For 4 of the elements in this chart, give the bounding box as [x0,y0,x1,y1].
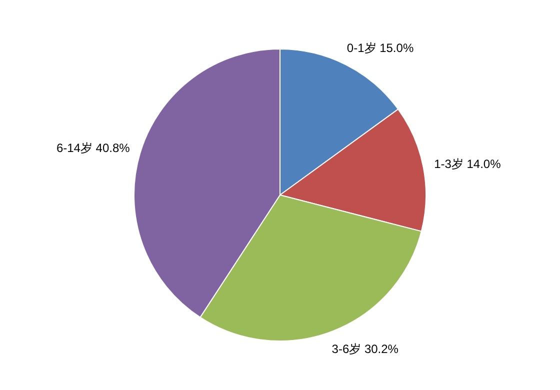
slice-label: 6-14岁 40.8% [56,140,130,155]
slice-label: 1-3岁 14.0% [434,157,502,172]
slice-label: 3-6岁 30.2% [332,342,399,356]
slice-label: 0-1岁 15.0% [346,40,414,55]
